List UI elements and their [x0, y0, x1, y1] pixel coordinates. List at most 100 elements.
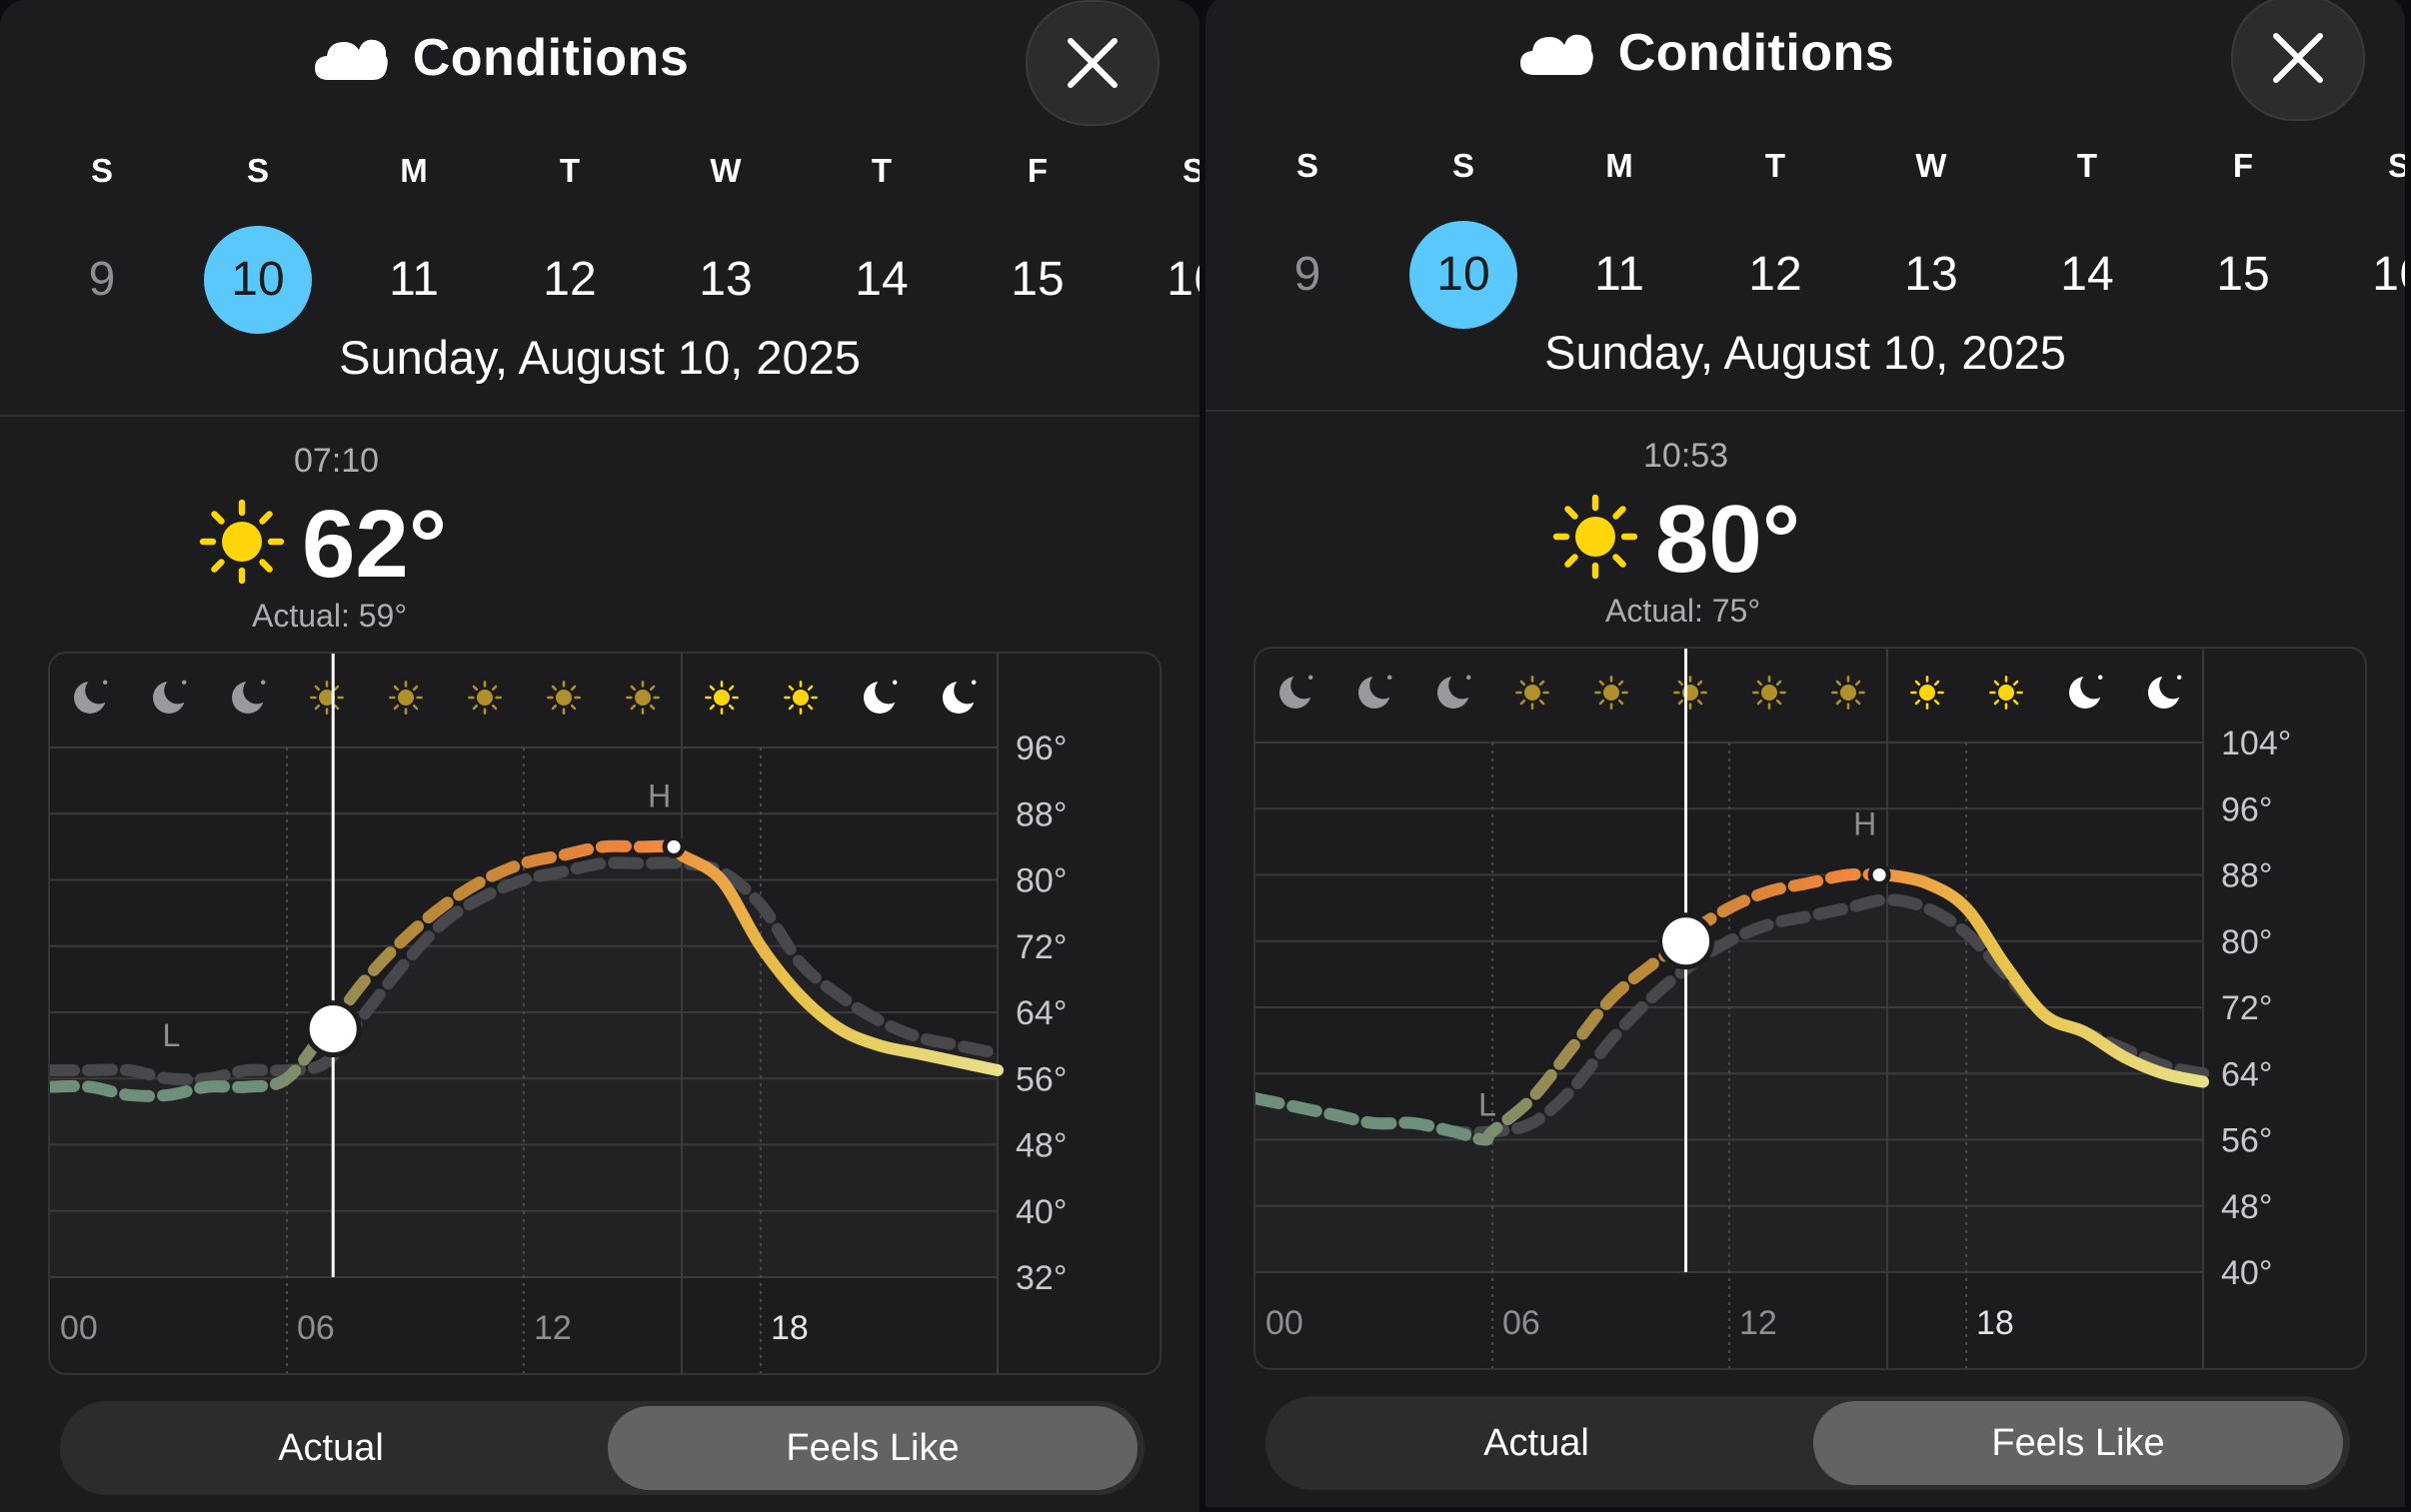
y-tick-label: 64°	[2221, 1055, 2272, 1093]
day-10[interactable]: 10	[204, 226, 312, 334]
day-11[interactable]: 11	[1594, 248, 1644, 301]
mode-segmented-control[interactable]: Actual Feels Like	[60, 1401, 1145, 1495]
day-letter: W	[1915, 147, 1947, 184]
sun-icon	[1752, 676, 1786, 710]
high-label: H	[648, 777, 671, 813]
day-9[interactable]: 9	[88, 253, 116, 306]
current-temp: 62°	[302, 491, 448, 598]
sun-icon	[468, 681, 502, 715]
day-15[interactable]: 15	[1011, 253, 1065, 306]
chart-svg[interactable]: 96° 88° 80° 72° 64° 56° 48° 40° 32° 00 06 12 18 L H	[50, 654, 1160, 1373]
y-tick-label: 72°	[2221, 989, 2272, 1027]
day-letter: S	[2387, 147, 2405, 184]
feels-like-line-past	[1255, 867, 1887, 1146]
x-tick-label: 12	[1739, 1304, 1777, 1342]
divider	[1206, 410, 2405, 412]
y-tick-label: 40°	[2221, 1254, 2272, 1292]
divider	[0, 415, 1200, 417]
day-letter: F	[1027, 152, 1049, 189]
day-16[interactable]: 16	[2372, 248, 2405, 301]
sun-icon	[1910, 676, 1944, 710]
day-letter: S	[1182, 152, 1200, 189]
y-tick-label: 80°	[1016, 862, 1067, 900]
day-letter: T	[871, 152, 893, 189]
x-tick-label: 12	[534, 1309, 572, 1347]
actual-temp: Actual: 59°	[252, 598, 408, 634]
y-tick-label: 88°	[1016, 795, 1067, 833]
cloud-icon	[1519, 34, 1593, 75]
day-letter: M	[1605, 147, 1633, 184]
sun-icon	[784, 681, 818, 715]
selected-date: Sunday, August 10, 2025	[339, 331, 861, 384]
day-12[interactable]: 12	[1748, 248, 1802, 301]
sun-icon	[1831, 676, 1865, 710]
sun-icon	[626, 681, 660, 715]
day-16[interactable]: 16	[1167, 253, 1200, 306]
scrub-handle[interactable]	[1657, 912, 1715, 970]
close-button[interactable]	[2231, 0, 2365, 121]
x-tick-label: 00	[1265, 1304, 1303, 1342]
segment-actual[interactable]: Actual	[278, 1427, 384, 1469]
sun-icon	[199, 499, 285, 585]
title: Conditions	[412, 29, 690, 87]
low-label: L	[1478, 1087, 1496, 1123]
moon-icon	[1437, 672, 1476, 709]
moon-icon	[1279, 672, 1318, 709]
day-letter: T	[559, 152, 581, 189]
x-tick-label: 06	[1502, 1304, 1540, 1342]
current-temp: 80°	[1655, 486, 1801, 593]
day-13[interactable]: 13	[1904, 248, 1958, 301]
day-letter: W	[710, 152, 742, 189]
y-tick-label: 40°	[1016, 1193, 1067, 1231]
segment-feels-like[interactable]: Feels Like	[608, 1406, 1138, 1490]
y-tick-label: 72°	[1016, 928, 1067, 966]
day-letter: S	[1451, 147, 1474, 184]
scrub-handle[interactable]	[304, 1000, 362, 1058]
close-icon	[1068, 38, 1118, 88]
moon-icon	[2069, 672, 2108, 709]
y-tick-label: 56°	[1016, 1060, 1067, 1098]
day-11[interactable]: 11	[389, 253, 439, 306]
high-marker	[662, 834, 686, 858]
day-10[interactable]: 10	[1409, 221, 1517, 329]
day-12[interactable]: 12	[543, 253, 597, 306]
conditions-panel-right: Conditions S 9 S 10 M 11 T 12 W 13 T 14 F 15 S 16 Sunda…	[1206, 0, 2405, 1507]
sun-icon	[1552, 494, 1638, 580]
mode-segmented-control[interactable]: Actual Feels Like	[1265, 1396, 2350, 1490]
day-13[interactable]: 13	[699, 253, 753, 306]
day-letter: S	[90, 152, 113, 189]
sun-icon	[1515, 676, 1549, 710]
temperature-chart[interactable]: 104° 96° 88° 80° 72° 64° 56° 48° 40° 00 06 12 18 L H	[1253, 647, 2367, 1370]
day-letter: T	[2076, 147, 2098, 184]
day-letter: S	[246, 152, 269, 189]
conditions-panel-left: Conditions S 9 S 10 M 11 T 12 W 13 T 14 F 15 S 16 Sunda…	[0, 0, 1200, 1512]
close-button[interactable]	[1026, 0, 1160, 126]
chart-svg[interactable]: 104° 96° 88° 80° 72° 64° 56° 48° 40° 00 06 12 18 L H	[1255, 649, 2365, 1368]
moon-icon	[232, 677, 271, 714]
moon-icon	[153, 677, 192, 714]
header: Conditions	[0, 22, 1200, 94]
x-tick-label: 00	[60, 1309, 98, 1347]
y-tick-label: 80°	[2221, 923, 2272, 961]
temperature-chart[interactable]: 96° 88° 80° 72° 64° 56° 48° 40° 32° 00 06 12 18 L H	[48, 652, 1162, 1375]
high-marker	[1867, 863, 1891, 886]
y-tick-label: 96°	[1016, 730, 1067, 767]
close-icon	[2273, 33, 2323, 83]
day-15[interactable]: 15	[2216, 248, 2270, 301]
sun-icon	[310, 681, 344, 715]
segment-feels-like[interactable]: Feels Like	[1813, 1401, 2343, 1485]
title: Conditions	[1617, 24, 1895, 82]
day-14[interactable]: 14	[855, 253, 909, 306]
selected-date: Sunday, August 10, 2025	[1544, 326, 2066, 379]
day-letter: F	[2232, 147, 2254, 184]
day-9[interactable]: 9	[1293, 248, 1321, 301]
day-letter: T	[1764, 147, 1786, 184]
x-tick-label: 18	[1976, 1304, 2014, 1342]
y-tick-label: 96°	[2221, 790, 2272, 828]
segment-actual[interactable]: Actual	[1483, 1422, 1589, 1464]
day-14[interactable]: 14	[2060, 248, 2114, 301]
y-tick-label: 104°	[2221, 725, 2291, 762]
y-tick-label: 48°	[2221, 1188, 2272, 1226]
moon-icon	[1358, 672, 1397, 709]
moon-icon	[864, 677, 903, 714]
